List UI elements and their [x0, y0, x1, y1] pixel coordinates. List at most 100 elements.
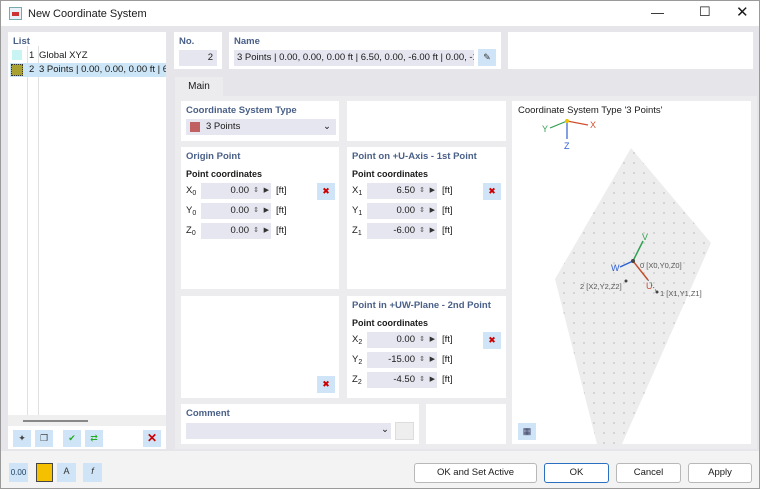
cs-type-panel: Coordinate System Type 3 Points ⌄ [181, 101, 339, 141]
color-icon[interactable] [36, 463, 53, 482]
unit-label: [ft] [442, 334, 453, 345]
spinner-icon[interactable]: ⇕ [419, 336, 425, 343]
svg-text:2 [X2,Y2,Z2]: 2 [X2,Y2,Z2] [580, 282, 622, 291]
spinner-icon[interactable]: ⇕ [253, 207, 259, 214]
ok-and-set-active-button[interactable]: OK and Set Active [414, 463, 537, 483]
spinner-icon[interactable]: ⇕ [419, 376, 425, 383]
cancel-button[interactable]: Cancel [616, 463, 681, 483]
copy-item-icon[interactable]: ❐ [35, 430, 53, 447]
edit-name-icon[interactable]: ✎ [478, 49, 496, 66]
coordinate-input[interactable]: 0.00 ⇕ ▶ [201, 203, 271, 219]
comment-input[interactable] [186, 423, 391, 439]
axis-label: X2 [352, 334, 363, 346]
color-swatch [11, 64, 23, 76]
coordinate-input[interactable]: 6.50 ⇕ ▶ [367, 183, 437, 199]
spinner-icon[interactable]: ⇕ [419, 356, 425, 363]
comment-panel: Comment ⌄ [181, 404, 419, 444]
apply-button[interactable]: Apply [688, 463, 752, 483]
u-axis-point-panel: Point on +U-Axis - 1st Point Point coord… [347, 147, 506, 289]
arrow-right-icon[interactable]: ▶ [263, 207, 269, 214]
minimize-button[interactable]: — [651, 5, 664, 20]
axis-label: Z2 [352, 374, 362, 386]
app-icon [9, 7, 22, 20]
check-all-icon[interactable]: ✔ [63, 430, 81, 447]
cs-type-header: Coordinate System Type [186, 105, 297, 116]
global-axes: X Y Z [542, 119, 596, 151]
formula-icon[interactable]: f [83, 463, 102, 482]
svg-text:Y: Y [542, 124, 548, 134]
spinner-icon[interactable]: ⇕ [419, 207, 425, 214]
unit-label: [ft] [276, 205, 287, 216]
name-label: Name [234, 36, 260, 47]
pick-point-icon[interactable]: ✖ [317, 183, 335, 200]
maximize-button[interactable]: ☐ [699, 4, 711, 19]
spinner-icon[interactable]: ⇕ [253, 187, 259, 194]
item-label: 3 Points | 0.00, 0.00, 0.00 ft | 6.50, 0… [39, 64, 166, 75]
cs-type-select[interactable]: 3 Points ⌄ [186, 119, 336, 135]
unit-label: [ft] [442, 205, 453, 216]
item-label: Global XYZ [39, 50, 88, 61]
arrow-right-icon[interactable]: ▶ [429, 356, 435, 363]
arrow-right-icon[interactable]: ▶ [429, 227, 435, 234]
unit-label: [ft] [442, 374, 453, 385]
spinner-icon[interactable]: ⇕ [253, 227, 259, 234]
item-no: 1 [29, 50, 35, 61]
close-button[interactable]: ✕ [736, 4, 749, 21]
list-item-selected[interactable]: 2 3 Points | 0.00, 0.00, 0.00 ft | 6.50,… [10, 63, 166, 77]
preview-title: Coordinate System Type '3 Points' [518, 105, 663, 116]
axis-label: Y0 [186, 205, 197, 217]
item-no: 2 [29, 64, 35, 75]
coordinate-input[interactable]: -4.50 ⇕ ▶ [367, 372, 437, 388]
coordinate-input[interactable]: 0.00 ⇕ ▶ [201, 183, 271, 199]
tab-main[interactable]: Main [175, 77, 223, 97]
text-format-icon[interactable]: A [57, 463, 76, 482]
title-bar: New Coordinate System — ☐ ✕ [1, 1, 759, 26]
svg-text:X: X [590, 120, 596, 130]
no-field[interactable]: 2 [179, 50, 217, 66]
point-coordinates-label: Point coordinates [352, 318, 429, 328]
view-options-icon[interactable]: ▦ [518, 423, 536, 440]
arrow-right-icon[interactable]: ▶ [263, 187, 269, 194]
arrow-right-icon[interactable]: ▶ [429, 187, 435, 194]
list-header: List [13, 36, 30, 47]
delete-icon[interactable]: ✕ [143, 430, 161, 447]
panel-header: Origin Point [186, 151, 241, 162]
coordinate-input[interactable]: 0.00 ⇕ ▶ [367, 203, 437, 219]
arrow-right-icon[interactable]: ▶ [429, 376, 435, 383]
arrow-right-icon[interactable]: ▶ [429, 207, 435, 214]
pick-point-icon[interactable]: ✖ [483, 332, 501, 349]
svg-text:W: W [611, 263, 620, 273]
comment-library-icon[interactable] [395, 422, 414, 440]
axis-label: X0 [186, 185, 197, 197]
window-title: New Coordinate System [28, 8, 147, 20]
type-color-swatch [190, 122, 200, 132]
arrow-right-icon[interactable]: ▶ [429, 336, 435, 343]
axis-label: Z0 [186, 225, 196, 237]
pick-point-icon[interactable]: ✖ [483, 183, 501, 200]
svg-text:U: U [646, 281, 653, 291]
empty-panel [508, 32, 753, 69]
arrow-right-icon[interactable]: ▶ [263, 227, 269, 234]
name-field[interactable]: 3 Points | 0.00, 0.00, 0.00 ft | 6.50, 0… [234, 50, 474, 66]
coordinate-input[interactable]: 0.00 ⇕ ▶ [201, 223, 271, 239]
chevron-down-icon: ⌄ [381, 424, 389, 435]
coordinate-system-diagram: X Y Z V W U 0 [X0,Y0,Z0] 1 [X1,Y1,Z1] 2 … [542, 119, 711, 444]
check-invert-icon[interactable]: ⇄ [85, 430, 103, 447]
ok-button[interactable]: OK [544, 463, 609, 483]
spinner-icon[interactable]: ⇕ [419, 187, 425, 194]
list-item[interactable]: 1 Global XYZ [10, 49, 166, 62]
axis-label: Y1 [352, 205, 363, 217]
pick-3-points-icon[interactable]: ✖ [317, 376, 335, 393]
axis-label: Y2 [352, 354, 363, 366]
spinner-icon[interactable]: ⇕ [419, 227, 425, 234]
horizontal-scrollbar[interactable] [8, 415, 166, 426]
no-label: No. [179, 36, 195, 47]
panel-header: Point on +U-Axis - 1st Point [352, 151, 477, 162]
comment-header: Comment [186, 408, 230, 419]
point-coordinates-label: Point coordinates [186, 169, 263, 179]
units-icon[interactable]: 0.00 [9, 463, 28, 482]
coordinate-input[interactable]: 0.00 ⇕ ▶ [367, 332, 437, 348]
coordinate-input[interactable]: -15.00 ⇕ ▶ [367, 352, 437, 368]
new-item-icon[interactable]: ✦ [13, 430, 31, 447]
coordinate-input[interactable]: -6.00 ⇕ ▶ [367, 223, 437, 239]
